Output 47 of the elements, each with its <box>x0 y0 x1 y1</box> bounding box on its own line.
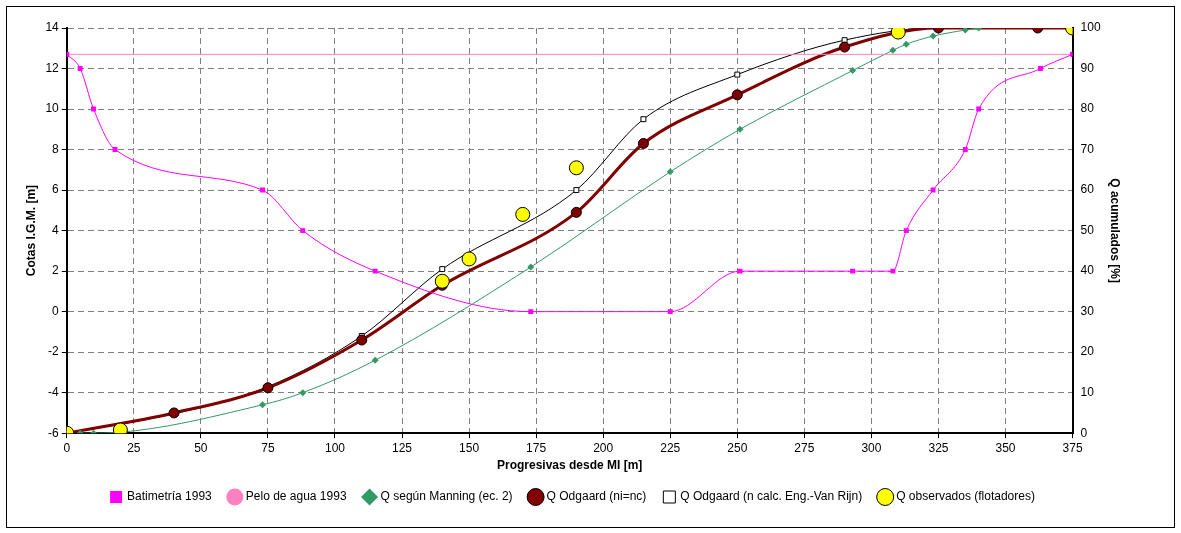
y2-tick-label: 90 <box>1080 60 1095 75</box>
x-tick-label: 125 <box>392 440 413 455</box>
y-tick-label: 6 <box>52 182 60 197</box>
y2-tick-label: 60 <box>1080 182 1095 197</box>
y2-tick-label: 50 <box>1080 222 1095 237</box>
y2-tick-label: 10 <box>1080 384 1095 399</box>
y-tick-label: -2 <box>48 344 60 359</box>
x-tick-label: 75 <box>261 440 275 455</box>
x-tick-label: 150 <box>459 440 480 455</box>
x-tick-label: 0 <box>63 440 71 455</box>
x-tick-label: 325 <box>928 440 949 455</box>
y2-tick-label: 80 <box>1080 101 1095 116</box>
y-tick-label: 2 <box>52 263 60 278</box>
y-tick-label: 0 <box>52 303 60 318</box>
y2-axis-title: Q acumulados [%] <box>1108 178 1123 283</box>
y2-tick-label: 20 <box>1080 344 1095 359</box>
y-axis-title: Cotas I.G.M. [m] <box>23 184 38 277</box>
legend-label: Pelo de agua 1993 <box>245 489 347 504</box>
x-axis-title: Progresivas desde MI [m] <box>496 458 643 473</box>
y2-tick-label: 70 <box>1080 141 1095 156</box>
y2-tick-label: 30 <box>1080 303 1095 318</box>
x-tick-label: 300 <box>861 440 882 455</box>
y-tick-label: 8 <box>52 141 60 156</box>
y-tick-label: 12 <box>45 60 60 75</box>
legend-label: Q Odgaard (ni=nc) <box>546 489 647 504</box>
legend-label: Q Odgaard (n calc. Eng.-Van Rijn) <box>680 489 863 504</box>
y-tick-label: -4 <box>48 384 60 399</box>
x-tick-label: 350 <box>995 440 1016 455</box>
x-tick-label: 100 <box>324 440 346 455</box>
y2-tick-label: 100 <box>1080 20 1101 35</box>
x-tick-label: 225 <box>660 440 681 455</box>
x-tick-label: 275 <box>794 440 815 455</box>
x-tick-label: 200 <box>593 440 614 455</box>
x-tick-label: 50 <box>194 440 208 455</box>
y-tick-label: -6 <box>48 425 60 440</box>
x-tick-label: 175 <box>526 440 547 455</box>
legend-label: Q según Manning (ec. 2) <box>380 489 513 504</box>
legend-label: Batimetría 1993 <box>127 489 213 504</box>
y2-tick-label: 0 <box>1080 425 1088 440</box>
x-tick-label: 25 <box>127 440 141 455</box>
y-tick-label: 10 <box>45 101 60 116</box>
y2-tick-label: 40 <box>1080 263 1095 278</box>
legend-label: Q observados (flotadores) <box>896 489 1035 504</box>
x-tick-label: 250 <box>727 440 748 455</box>
x-tick-label: 375 <box>1062 440 1083 455</box>
y-tick-label: 4 <box>52 222 60 237</box>
y-tick-label: 14 <box>45 20 60 35</box>
